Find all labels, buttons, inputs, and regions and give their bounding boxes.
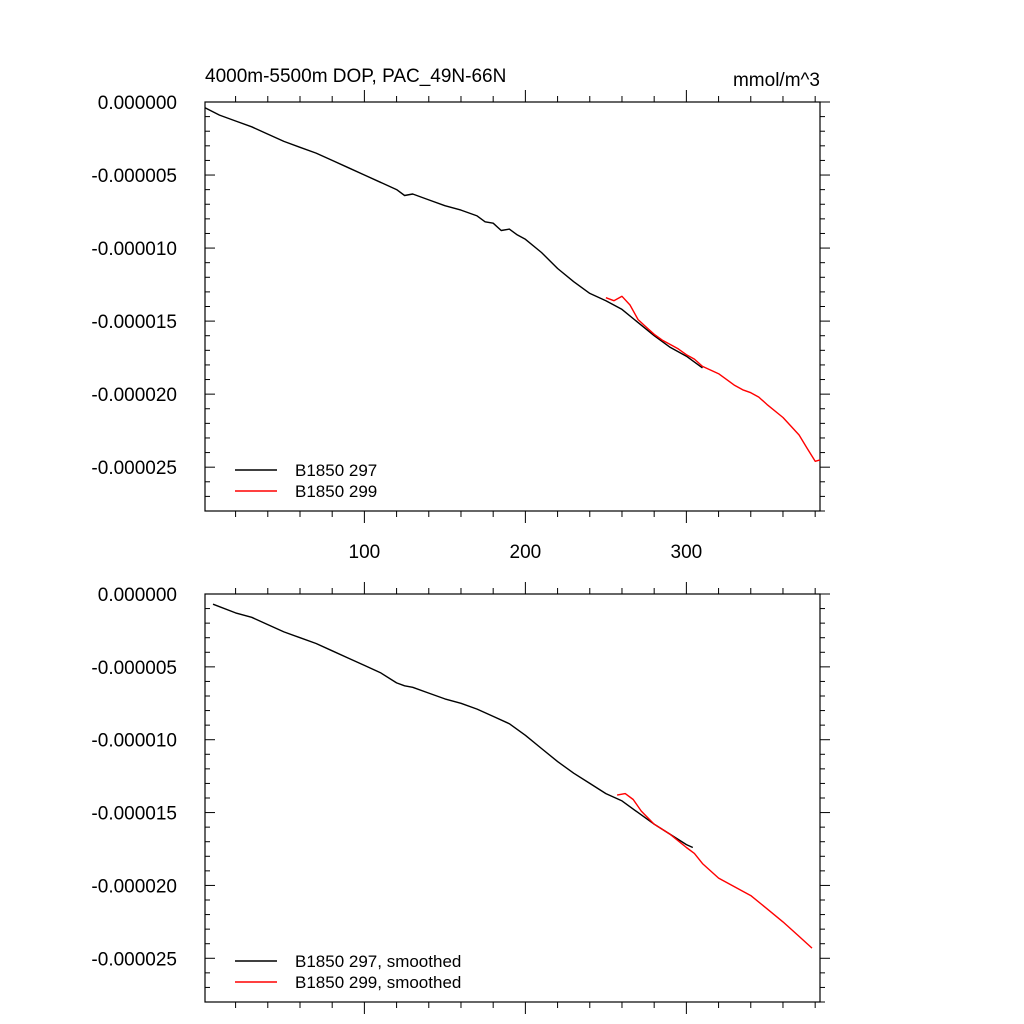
top-panel: 0.000000 -0.000005 -0.000010 -0.000015 -0.00…: [91, 90, 830, 563]
chart-title: 4000m-5500m DOP, PAC_49N-66N: [205, 66, 506, 87]
series-line: [204, 107, 703, 369]
bottom-panel: 0.000000 -0.000005 -0.000010 -0.000015 -0.00…: [91, 582, 830, 1014]
y-tick-label: -0.000020: [91, 385, 177, 406]
legend-label: B1850 297, smoothed: [295, 952, 461, 971]
y-tick-label: -0.000025: [91, 949, 177, 970]
y-tick-label: -0.000025: [91, 458, 177, 479]
y-tick-label: -0.000010: [91, 731, 177, 752]
x-tick-label: 100: [349, 542, 381, 563]
series-line: [605, 295, 821, 462]
plot-frame: [204, 593, 821, 1003]
x-tick-label: 200: [510, 542, 542, 563]
x-tick-label: 300: [671, 542, 703, 563]
y-tick-label: -0.000010: [91, 239, 177, 260]
y-tick-label: -0.000020: [91, 876, 177, 897]
units-label: mmol/m^3: [733, 70, 820, 91]
series-line: [616, 792, 813, 949]
y-tick-label: -0.000005: [91, 166, 177, 187]
series-line: [212, 603, 694, 849]
y-tick-label: 0.000000: [98, 585, 177, 606]
y-tick-label: -0.000015: [91, 804, 177, 825]
legend-label: B1850 297: [295, 461, 377, 480]
y-tick-label: -0.000005: [91, 658, 177, 679]
plot-frame: [204, 101, 821, 512]
y-tick-label: -0.000015: [91, 312, 177, 333]
y-tick-label: 0.000000: [98, 93, 177, 114]
legend-label: B1850 299: [295, 482, 377, 501]
legend-label: B1850 299, smoothed: [295, 973, 461, 992]
